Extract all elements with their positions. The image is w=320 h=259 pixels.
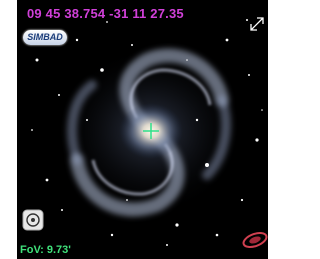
goto-button[interactable]	[23, 210, 43, 230]
coordinates[interactable]: 09 45 38.754 -31 11 27.35	[27, 6, 184, 21]
fullscreen-button[interactable]	[251, 18, 263, 30]
aladin-logo[interactable]	[242, 230, 268, 249]
field-of-view: FoV: 9.73'	[20, 244, 71, 256]
aladin-viewer: 09 45 38.754 -31 11 27.35 SIMBAD FoV: 9.…	[0, 0, 276, 259]
sky-view[interactable]: 09 45 38.754 -31 11 27.35 SIMBAD FoV: 9.…	[17, 0, 268, 259]
simbad-logo[interactable]: SIMBAD	[23, 30, 67, 45]
